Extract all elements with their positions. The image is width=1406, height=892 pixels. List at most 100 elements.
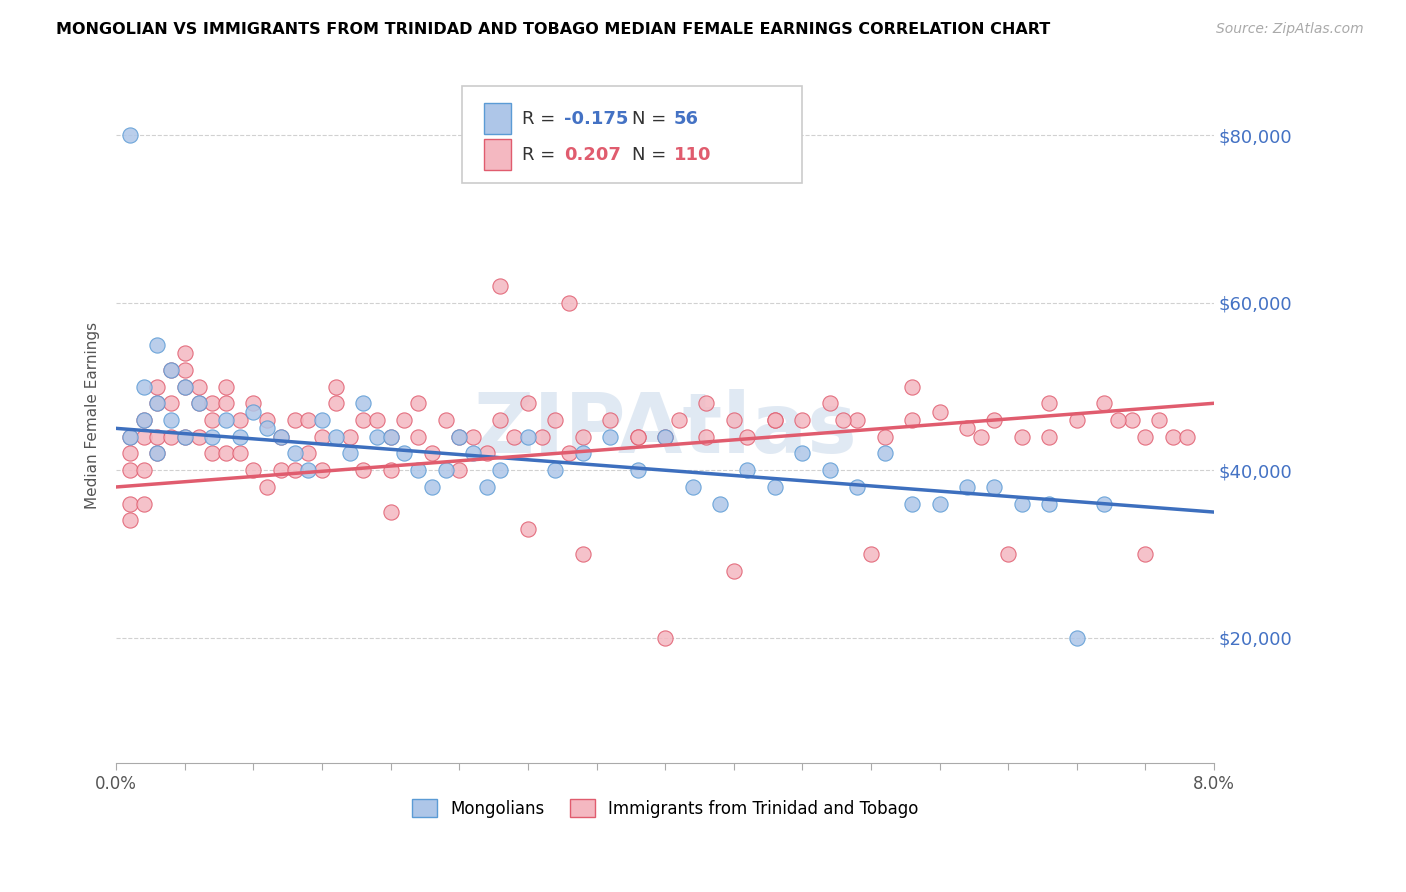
Point xyxy=(558,446,581,460)
Point xyxy=(242,463,264,477)
Point xyxy=(242,404,264,418)
Point xyxy=(627,430,650,444)
Point xyxy=(132,413,155,427)
Text: Source: ZipAtlas.com: Source: ZipAtlas.com xyxy=(1216,22,1364,37)
Point xyxy=(1107,413,1129,427)
Point xyxy=(737,430,759,444)
Point xyxy=(763,413,786,427)
Point xyxy=(1011,497,1033,511)
Point xyxy=(297,463,319,477)
Text: N =: N = xyxy=(633,145,672,163)
FancyBboxPatch shape xyxy=(484,139,512,170)
Point xyxy=(928,404,950,418)
Point xyxy=(599,413,621,427)
Point xyxy=(201,430,224,444)
Point xyxy=(380,430,402,444)
Point xyxy=(325,430,347,444)
Point xyxy=(1135,430,1157,444)
Point xyxy=(394,446,416,460)
Point xyxy=(873,430,896,444)
Point xyxy=(146,446,169,460)
Point xyxy=(132,413,155,427)
Point xyxy=(1092,396,1115,410)
Point xyxy=(146,396,169,410)
Point xyxy=(146,337,169,351)
Point xyxy=(1066,631,1088,645)
Text: R =: R = xyxy=(523,110,561,128)
Point xyxy=(572,446,595,460)
Text: ZIPAtlas: ZIPAtlas xyxy=(474,389,858,470)
Text: MONGOLIAN VS IMMIGRANTS FROM TRINIDAD AND TOBAGO MEDIAN FEMALE EARNINGS CORRELAT: MONGOLIAN VS IMMIGRANTS FROM TRINIDAD AN… xyxy=(56,22,1050,37)
Point xyxy=(406,396,429,410)
Point xyxy=(201,446,224,460)
Point xyxy=(859,547,882,561)
Point xyxy=(406,430,429,444)
Point xyxy=(1175,430,1198,444)
Point xyxy=(187,396,209,410)
Point xyxy=(901,413,924,427)
Point xyxy=(256,421,278,435)
Point xyxy=(187,430,209,444)
Point xyxy=(284,446,307,460)
Point xyxy=(682,480,704,494)
Point xyxy=(311,430,333,444)
Point xyxy=(516,396,538,410)
Point xyxy=(983,480,1005,494)
Point xyxy=(118,497,141,511)
Point xyxy=(530,430,553,444)
Point xyxy=(901,379,924,393)
Point xyxy=(1011,430,1033,444)
Point xyxy=(627,463,650,477)
Point xyxy=(118,446,141,460)
Point xyxy=(489,413,512,427)
Point xyxy=(1135,547,1157,561)
Point xyxy=(132,497,155,511)
Point xyxy=(475,446,498,460)
Point xyxy=(832,413,855,427)
Point xyxy=(173,430,195,444)
Point xyxy=(229,430,252,444)
Point xyxy=(956,421,979,435)
Point xyxy=(654,430,676,444)
Point xyxy=(215,379,238,393)
Point xyxy=(695,430,717,444)
Point xyxy=(270,430,292,444)
Point xyxy=(201,413,224,427)
Point xyxy=(118,128,141,143)
Point xyxy=(873,446,896,460)
Point xyxy=(846,480,869,494)
Point xyxy=(503,430,526,444)
Point xyxy=(284,463,307,477)
Point xyxy=(654,631,676,645)
Point xyxy=(723,413,745,427)
Text: -0.175: -0.175 xyxy=(564,110,628,128)
Point xyxy=(187,379,209,393)
Point xyxy=(956,480,979,494)
Point xyxy=(132,430,155,444)
Point xyxy=(970,430,993,444)
Point xyxy=(1038,497,1060,511)
Point xyxy=(325,379,347,393)
Point xyxy=(160,396,183,410)
Point xyxy=(215,413,238,427)
Point xyxy=(256,413,278,427)
Point xyxy=(997,547,1019,561)
Text: N =: N = xyxy=(633,110,672,128)
Text: R =: R = xyxy=(523,145,561,163)
Point xyxy=(1038,430,1060,444)
Point xyxy=(201,396,224,410)
FancyBboxPatch shape xyxy=(484,103,512,134)
Point xyxy=(311,463,333,477)
Point xyxy=(173,346,195,360)
Point xyxy=(132,463,155,477)
Text: 110: 110 xyxy=(673,145,711,163)
Point xyxy=(160,363,183,377)
Point xyxy=(146,446,169,460)
Point xyxy=(311,413,333,427)
Point xyxy=(366,430,388,444)
Point xyxy=(461,430,484,444)
Point xyxy=(1038,396,1060,410)
Point xyxy=(1066,413,1088,427)
Point xyxy=(173,430,195,444)
Point xyxy=(434,463,457,477)
